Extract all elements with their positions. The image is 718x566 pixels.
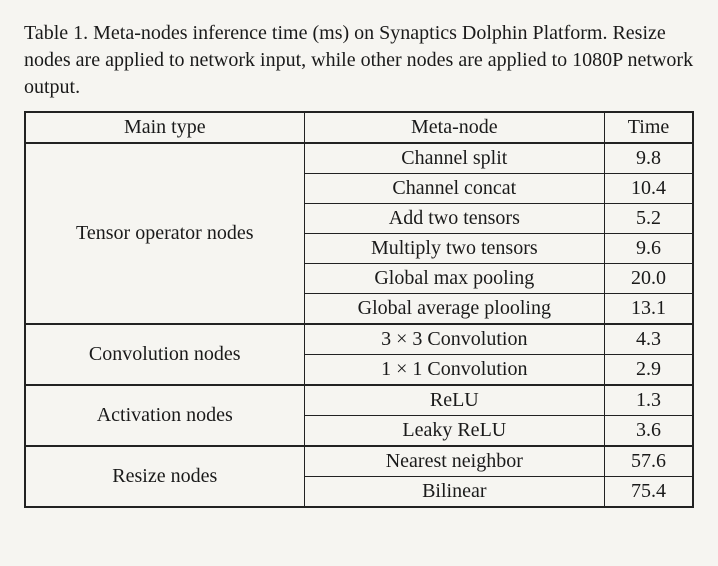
time-cell: 20.0 — [605, 264, 693, 294]
meta-node-cell: Global max pooling — [304, 264, 605, 294]
time-cell: 4.3 — [605, 324, 693, 355]
table-row: Convolution nodes 3 × 3 Convolution 4.3 — [25, 324, 693, 355]
main-type-cell: Convolution nodes — [25, 324, 304, 385]
time-cell: 3.6 — [605, 416, 693, 447]
time-cell: 75.4 — [605, 477, 693, 508]
meta-nodes-table: Main type Meta-node Time Tensor operator… — [24, 111, 694, 508]
main-type-cell: Tensor operator nodes — [25, 143, 304, 324]
col-meta-node: Meta-node — [304, 112, 605, 143]
time-cell: 2.9 — [605, 355, 693, 386]
meta-node-cell: ReLU — [304, 385, 605, 416]
meta-node-cell: Nearest neighbor — [304, 446, 605, 477]
col-main-type: Main type — [25, 112, 304, 143]
meta-node-cell: Bilinear — [304, 477, 605, 508]
meta-node-cell: Add two tensors — [304, 204, 605, 234]
time-cell: 10.4 — [605, 174, 693, 204]
meta-node-cell: Multiply two tensors — [304, 234, 605, 264]
main-type-cell: Activation nodes — [25, 385, 304, 446]
main-type-cell: Resize nodes — [25, 446, 304, 507]
meta-node-cell: 1 × 1 Convolution — [304, 355, 605, 386]
table-header-row: Main type Meta-node Time — [25, 112, 693, 143]
table-row: Activation nodes ReLU 1.3 — [25, 385, 693, 416]
meta-node-cell: 3 × 3 Convolution — [304, 324, 605, 355]
col-time: Time — [605, 112, 693, 143]
table-caption: Table 1. Meta-nodes inference time (ms) … — [24, 20, 694, 101]
time-cell: 9.8 — [605, 143, 693, 174]
time-cell: 5.2 — [605, 204, 693, 234]
meta-node-cell: Global average plooling — [304, 294, 605, 325]
time-cell: 1.3 — [605, 385, 693, 416]
table-row: Resize nodes Nearest neighbor 57.6 — [25, 446, 693, 477]
meta-node-cell: Leaky ReLU — [304, 416, 605, 447]
time-cell: 57.6 — [605, 446, 693, 477]
meta-node-cell: Channel concat — [304, 174, 605, 204]
time-cell: 13.1 — [605, 294, 693, 325]
time-cell: 9.6 — [605, 234, 693, 264]
table-row: Tensor operator nodes Channel split 9.8 — [25, 143, 693, 174]
meta-node-cell: Channel split — [304, 143, 605, 174]
